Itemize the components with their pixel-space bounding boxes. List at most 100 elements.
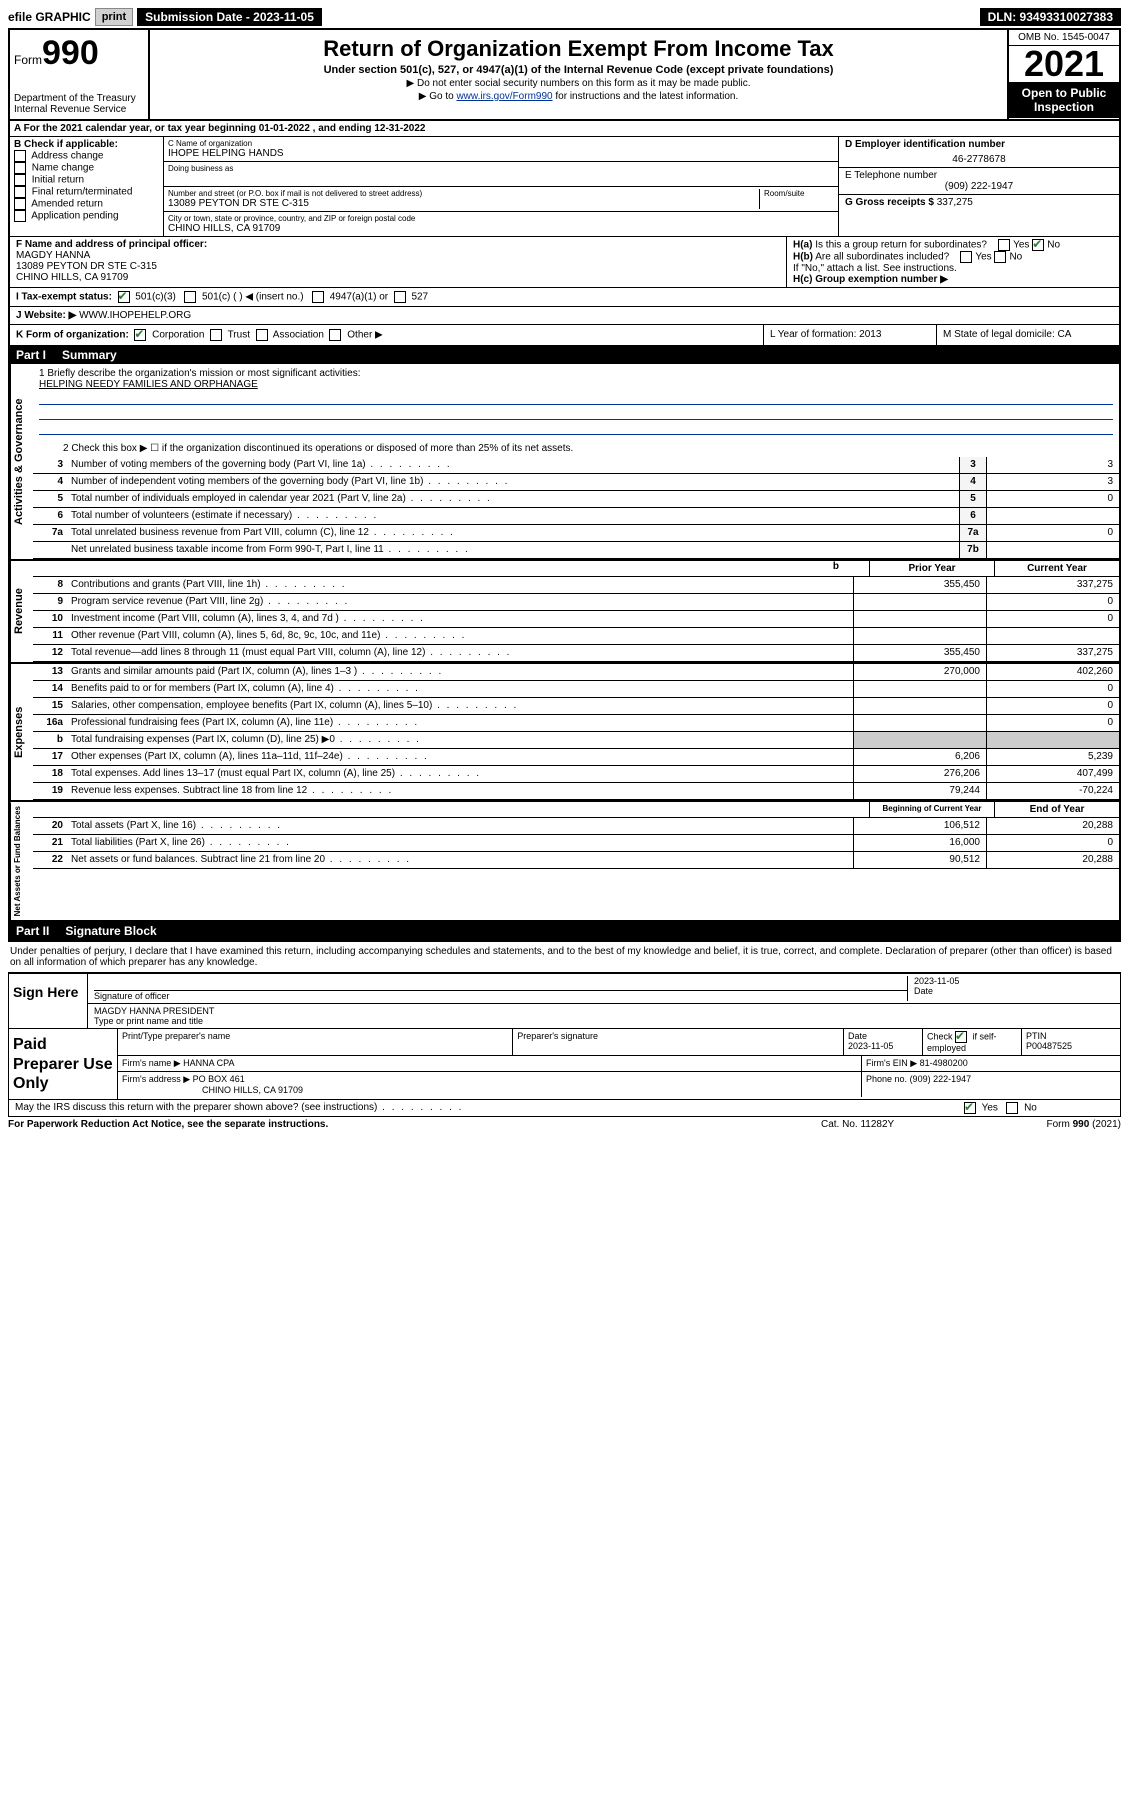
ptin-value: P00487525 [1026,1041,1116,1051]
f-label: F Name and address of principal officer: [16,239,780,250]
summary-line: 15Salaries, other compensation, employee… [33,698,1119,715]
line-l: L Year of formation: 2013 [764,325,937,345]
website-value: WWW.IHOPEHELP.ORG [79,310,191,321]
phone-value: (909) 222-1947 [845,181,1113,192]
hb-label: H(b) Are all subordinates included? Yes … [793,251,1113,263]
summary-line: 3Number of voting members of the governi… [33,457,1119,474]
ein-value: 46-2778678 [845,154,1113,165]
summary-line: 11Other revenue (Part VIII, column (A), … [33,628,1119,645]
b-item: Address change [14,150,159,162]
discuss-yes-checkbox[interactable] [964,1102,976,1114]
hb-no-checkbox[interactable] [994,251,1006,263]
b-checkbox[interactable] [14,210,26,222]
block-c: C Name of organization IHOPE HELPING HAN… [164,137,839,236]
ein-label: D Employer identification number [845,139,1113,150]
c-name-label: C Name of organization [168,139,834,148]
col-current: Current Year [994,561,1119,576]
b-item: Initial return [14,174,159,186]
summary-line: 12Total revenue—add lines 8 through 11 (… [33,645,1119,662]
firm-addr1: PO BOX 461 [193,1074,245,1084]
summary-line: Net unrelated business taxable income fr… [33,542,1119,559]
ha-no-checkbox[interactable] [1032,239,1044,251]
footer-mid: Cat. No. 11282Y [821,1119,971,1130]
summary-line: 14Benefits paid to or for members (Part … [33,681,1119,698]
summary-line: 16aProfessional fundraising fees (Part I… [33,715,1119,732]
gross-value: 337,275 [937,197,973,208]
b-checkbox[interactable] [14,150,26,162]
vert-expenses: Expenses [10,664,33,800]
hb-note: If "No," attach a list. See instructions… [793,263,1113,274]
vert-netassets: Net Assets or Fund Balances [10,802,33,920]
summary-line: 18Total expenses. Add lines 13–17 (must … [33,766,1119,783]
corp-checkbox[interactable] [134,329,146,341]
sig-date: 2023-11-05 [914,976,1114,986]
sig-name-label: Type or print name and title [94,1016,1114,1026]
line-i: I Tax-exempt status: 501(c)(3) 501(c) ( … [10,288,1119,307]
print-button[interactable]: print [95,8,133,26]
org-address: 13089 PEYTON DR STE C-315 [168,198,759,209]
self-employed-checkbox[interactable] [955,1031,967,1043]
submission-date: Submission Date - 2023-11-05 [137,8,322,26]
addr-label: Number and street (or P.O. box if mail i… [168,189,759,198]
officer-sig-label: Signature of officer [94,991,907,1001]
mission-question: 1 Briefly describe the organization's mi… [39,368,1113,379]
other-checkbox[interactable] [329,329,341,341]
summary-line: 21Total liabilities (Part X, line 26)16,… [33,835,1119,852]
b-item: Application pending [14,210,159,222]
b-checkbox[interactable] [14,198,26,210]
b-item: Name change [14,162,159,174]
hb-yes-checkbox[interactable] [960,251,972,263]
summary-line: 19Revenue less expenses. Subtract line 1… [33,783,1119,800]
527-checkbox[interactable] [394,291,406,303]
discuss-row: May the IRS discuss this return with the… [8,1100,1121,1117]
summary-line: 20Total assets (Part X, line 16)106,5122… [33,818,1119,835]
501c3-checkbox[interactable] [118,291,130,303]
summary-line: 7aTotal unrelated business revenue from … [33,525,1119,542]
b-checkbox[interactable] [14,162,26,174]
line-k: K Form of organization: Corporation Trus… [10,325,764,345]
header-right: OMB No. 1545-0047 2021 Open to Public In… [1007,30,1119,119]
sig-date-label: Date [914,986,1114,996]
501c-checkbox[interactable] [184,291,196,303]
firm-phone: (909) 222-1947 [910,1074,972,1084]
summary-line: 13Grants and similar amounts paid (Part … [33,664,1119,681]
sig-name: MAGDY HANNA PRESIDENT [94,1006,1114,1016]
assoc-checkbox[interactable] [256,329,268,341]
b-checkbox[interactable] [14,174,26,186]
col-blank: b [33,561,869,576]
summary-line: 22Net assets or fund balances. Subtract … [33,852,1119,869]
prep-name-label: Print/Type preparer's name [118,1029,513,1055]
part2-header: Part II Signature Block [10,922,1119,940]
trust-checkbox[interactable] [210,329,222,341]
vert-revenue: Revenue [10,561,33,662]
officer-addr1: 13089 PEYTON DR STE C-315 [16,261,780,272]
firm-ein: 81-4980200 [920,1058,968,1068]
ha-yes-checkbox[interactable] [998,239,1010,251]
form-number: 990 [42,34,99,72]
col-end: End of Year [994,802,1119,817]
org-city: CHINO HILLS, CA 91709 [168,223,834,234]
prep-date: 2023-11-05 [848,1041,918,1051]
form-title: Return of Organization Exempt From Incom… [154,36,1003,62]
4947-checkbox[interactable] [312,291,324,303]
summary-line: 8Contributions and grants (Part VIII, li… [33,577,1119,594]
line-a: A For the 2021 calendar year, or tax yea… [10,121,1119,137]
line-m: M State of legal domicile: CA [937,325,1119,345]
tax-year: 2021 [1009,46,1119,82]
summary-line: bTotal fundraising expenses (Part IX, co… [33,732,1119,749]
dept-label: Department of the Treasury [14,93,144,104]
part1-label: Part I [16,348,46,362]
paid-preparer-block: Paid Preparer Use Only Print/Type prepar… [8,1029,1121,1100]
instructions-link[interactable]: www.irs.gov/Form990 [456,91,552,102]
summary-line: 4Number of independent voting members of… [33,474,1119,491]
col-beginning: Beginning of Current Year [869,802,994,817]
efile-label: efile GRAPHIC [8,10,91,24]
discuss-no-checkbox[interactable] [1006,1102,1018,1114]
dln-label: DLN: 93493310027383 [980,8,1121,26]
block-b: B Check if applicable: Address change Na… [10,137,164,236]
block-d: D Employer identification number 46-2778… [839,137,1119,236]
irs-label: Internal Revenue Service [14,104,144,115]
footer: For Paperwork Reduction Act Notice, see … [8,1117,1121,1132]
line-j: J Website: ▶ WWW.IHOPEHELP.ORG [10,307,1119,325]
b-checkbox[interactable] [14,186,26,198]
